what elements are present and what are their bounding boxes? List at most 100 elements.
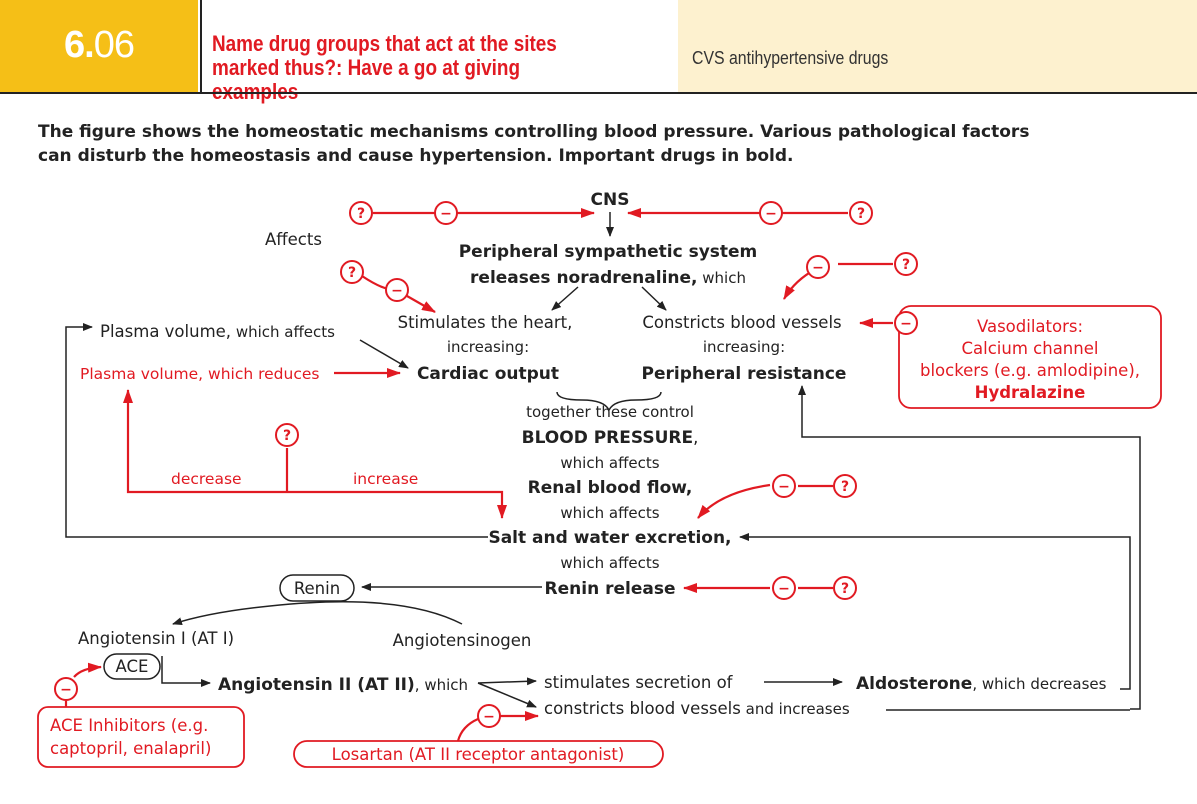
- losartan-connector: [456, 717, 479, 742]
- inhibit-marker-vasodilator: −: [894, 311, 918, 335]
- inhibit-marker-ace: −: [54, 677, 78, 701]
- at2-to-secretion-arrow: [477, 677, 537, 686]
- cardiac-output-label: Cardiac output: [417, 364, 559, 384]
- inhibit-marker-renin: −: [772, 576, 796, 600]
- losartan-label: Losartan (AT II receptor antagonist): [332, 745, 625, 764]
- inhibit-marker-vessels: −: [806, 255, 830, 279]
- svg-text:−: −: [778, 581, 790, 597]
- svg-text:?: ?: [841, 581, 849, 597]
- aldosterone-label: Aldosterone, which decreases: [856, 674, 1107, 694]
- decrease-arrow: [123, 389, 287, 494]
- stimulates-secretion-label: stimulates secretion of: [544, 673, 734, 692]
- inhibit-marker-cns-left: −: [434, 201, 458, 225]
- blood-pressure-label: BLOOD PRESSURE,: [522, 428, 699, 448]
- renin-pill: [279, 574, 355, 602]
- which-affects-2: which affects: [560, 504, 659, 522]
- q-marker-heart: ?: [340, 260, 364, 284]
- together-brace: [556, 391, 662, 412]
- inhibit-marker-renal: −: [772, 474, 796, 498]
- sympathetic-line1: Peripheral sympathetic system: [459, 242, 758, 262]
- ace-pill: [103, 653, 161, 680]
- sympathetic-to-heart-arrow: [551, 286, 579, 311]
- renal-inhibit-arrow: [697, 483, 771, 519]
- stimulates-heart-label: Stimulates the heart,: [398, 313, 573, 332]
- ace-inhibitors-box: [37, 706, 245, 768]
- vasodilators-line2: Calcium channel: [962, 339, 1099, 358]
- header-divider: [0, 92, 1197, 94]
- heart-inhibit-arrow: [406, 295, 436, 313]
- increasing-label-1: increasing:: [447, 338, 529, 356]
- svg-text:?: ?: [283, 428, 291, 444]
- decrease-label: decrease: [171, 470, 242, 488]
- salt-water-to-plasma-feedback: [65, 323, 488, 538]
- plasma-to-cardiac-arrow: [359, 339, 409, 369]
- topic-box: CVS antihypertensive drugs: [678, 0, 1197, 92]
- at2-to-constricts-arrow: [477, 682, 537, 708]
- svg-text:−: −: [483, 709, 495, 725]
- question-text: Name drug groups that act at the sites m…: [212, 31, 557, 104]
- angiotensinogen-label: Angiotensinogen: [393, 631, 532, 650]
- svg-text:−: −: [812, 260, 824, 276]
- svg-text:?: ?: [357, 206, 365, 222]
- inhibit-marker-cns-right: −: [759, 201, 783, 225]
- plasma-reduces-label: Plasma volume, which reduces: [80, 365, 319, 383]
- header: 6.06 Name drug groups that act at the si…: [0, 0, 1197, 104]
- angiotensinogen-to-at1-arrow: [172, 601, 463, 626]
- ace-inhibitors-line2: captopril, enalapril): [50, 739, 211, 758]
- section-number-box: 6.06: [0, 0, 198, 92]
- intro-text: The figure shows the homeostatic mechani…: [38, 122, 1030, 166]
- renal-flow-label: Renal blood flow,: [528, 478, 693, 498]
- increase-label: increase: [353, 470, 418, 488]
- q-marker-renin: ?: [833, 576, 857, 600]
- vasodilators-line1: Vasodilators:: [977, 317, 1083, 336]
- question-box: Name drug groups that act at the sites m…: [200, 0, 680, 104]
- svg-text:?: ?: [902, 257, 910, 273]
- q-marker-renal: ?: [833, 474, 857, 498]
- vasodilators-line3: blockers (e.g. amlodipine),: [920, 361, 1140, 380]
- topic-title: CVS antihypertensive drugs: [692, 48, 889, 68]
- svg-text:?: ?: [348, 265, 356, 281]
- aldosterone-to-salt-feedback: [739, 533, 1131, 690]
- q-marker-vessels: ?: [894, 252, 918, 276]
- sympathetic-to-vessels-arrow: [641, 286, 667, 311]
- ace-inhibit-arrow: [73, 662, 102, 678]
- svg-text:−: −: [900, 316, 912, 332]
- losartan-box: [293, 740, 664, 768]
- peripheral-resistance-label: Peripheral resistance: [642, 364, 847, 384]
- constricts-to-resistance-feedback: [798, 385, 1141, 710]
- vasodilators-box: [898, 305, 1162, 409]
- q-marker-cns-right: ?: [849, 201, 873, 225]
- constricts-vessels-label: Constricts blood vessels: [642, 313, 841, 332]
- svg-text:−: −: [440, 206, 452, 222]
- q-marker-cns-left: ?: [349, 201, 373, 225]
- salt-water-label: Salt and water excretion,: [488, 528, 731, 548]
- cns-label: CNS: [591, 190, 630, 210]
- increase-arrow: [287, 490, 507, 519]
- svg-text:?: ?: [841, 479, 849, 495]
- inhibit-marker-heart: −: [385, 278, 409, 302]
- q-marker-salt: ?: [275, 423, 299, 447]
- hydralazine-label: Hydralazine: [975, 383, 1086, 402]
- constricts-increases-label: constricts blood vessels and increases: [544, 699, 850, 718]
- together-label: together these control: [526, 403, 694, 421]
- renin-label: Renin: [294, 579, 340, 598]
- svg-text:?: ?: [857, 206, 865, 222]
- section-number: 6.06: [64, 24, 135, 66]
- inhibit-marker-losartan: −: [477, 704, 501, 728]
- inhibit-markers: − − − − − − − − −: [54, 201, 918, 728]
- svg-text:−: −: [778, 479, 790, 495]
- which-affects-3: which affects: [560, 554, 659, 572]
- svg-text:−: −: [391, 283, 403, 299]
- increasing-label-2: increasing:: [703, 338, 785, 356]
- ace-label: ACE: [116, 657, 149, 676]
- sympathetic-line2: releases noradrenaline, which: [470, 268, 746, 288]
- angiotensin1-label: Angiotensin I (AT I): [78, 629, 234, 648]
- angiotensin2-label: Angiotensin II (AT II), which: [218, 675, 468, 695]
- question-markers: ? ? ? ? ? ? ?: [275, 201, 918, 600]
- affects-label: Affects: [265, 230, 322, 249]
- which-affects-1: which affects: [560, 454, 659, 472]
- at1-to-at2-arrow: [161, 656, 211, 687]
- svg-text:−: −: [60, 682, 72, 698]
- ace-inhibitors-line1: ACE Inhibitors (e.g.: [50, 716, 208, 735]
